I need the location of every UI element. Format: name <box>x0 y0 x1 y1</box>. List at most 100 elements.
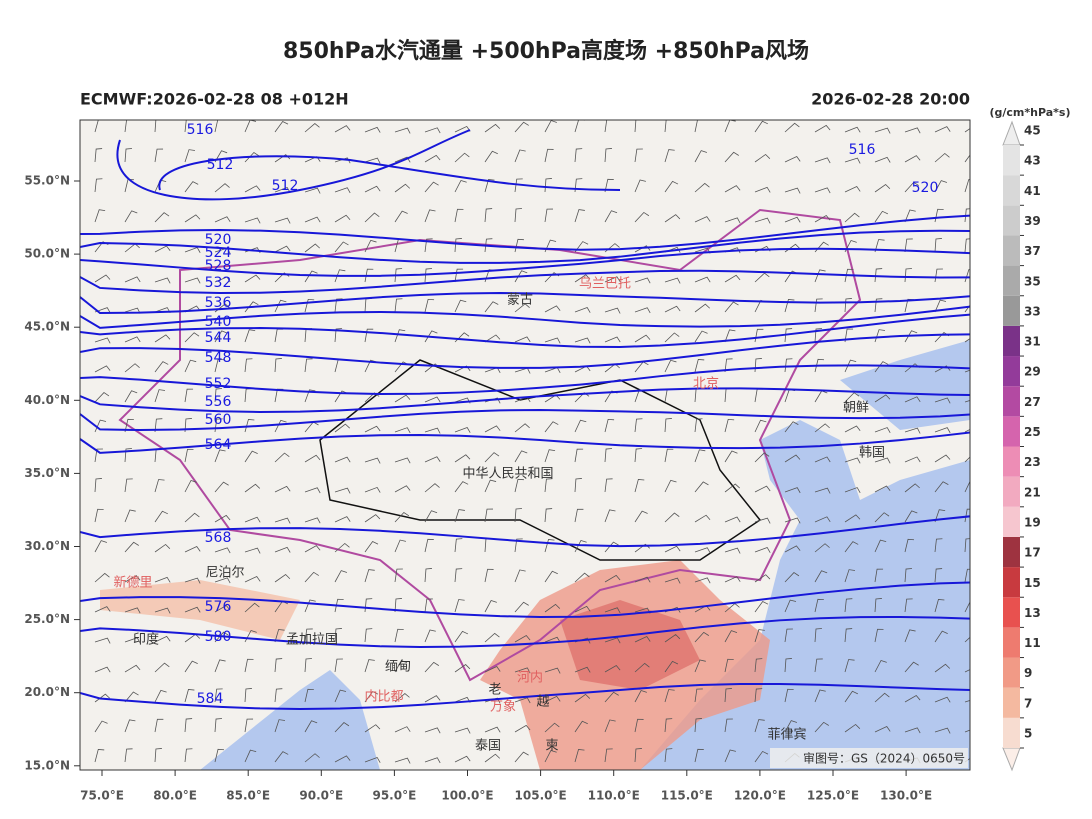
barb <box>334 423 351 433</box>
barb <box>784 216 801 223</box>
contour-label: 548 <box>205 350 232 366</box>
barb <box>484 508 494 523</box>
barb <box>694 182 710 193</box>
barb <box>754 629 765 643</box>
barb <box>724 483 740 493</box>
colorbar-extend <box>1002 747 1021 772</box>
barb <box>604 478 613 493</box>
barb <box>304 298 315 313</box>
barb <box>754 719 765 733</box>
barb <box>454 538 463 553</box>
barb <box>544 667 561 674</box>
barb <box>184 120 187 133</box>
place-label: 柬 <box>545 739 558 754</box>
barb <box>454 179 467 193</box>
barb <box>874 598 882 613</box>
contour-label: 528 <box>205 258 232 274</box>
barb <box>904 538 915 553</box>
barb <box>124 363 140 373</box>
barb <box>364 328 374 343</box>
barb <box>934 365 951 373</box>
lon-tick-label: 75.0°E <box>80 789 124 803</box>
barb <box>124 607 141 614</box>
contour-label: 556 <box>205 394 232 410</box>
colorbar-label: 23 <box>1024 455 1041 469</box>
place-label: 韩国 <box>859 446 885 461</box>
barb <box>874 298 883 313</box>
barb <box>334 241 349 253</box>
barb <box>154 245 171 253</box>
barb <box>514 178 523 193</box>
colorbar-label: 41 <box>1024 184 1041 198</box>
barb <box>154 607 171 614</box>
colorbar-segment <box>1003 175 1020 206</box>
barb <box>964 480 970 493</box>
barb <box>844 268 854 283</box>
place-label: 乌兰巴托 <box>579 276 631 292</box>
barb <box>454 238 462 253</box>
barb <box>154 662 170 673</box>
barb <box>244 483 261 493</box>
barb <box>544 120 557 133</box>
barb <box>724 718 733 733</box>
barb <box>664 214 681 223</box>
barb <box>634 148 643 163</box>
barb <box>274 245 291 253</box>
barb <box>304 487 321 494</box>
barb <box>784 688 794 703</box>
barb <box>514 508 523 523</box>
barb <box>304 216 321 223</box>
barb <box>784 122 800 133</box>
barb <box>694 449 706 463</box>
barb <box>634 690 647 703</box>
lat-tick-label: 45.0°N <box>24 320 70 334</box>
barb <box>424 568 432 583</box>
lon-tick-label: 100.0°E <box>441 789 493 803</box>
barb <box>904 155 921 163</box>
barb <box>124 541 139 553</box>
barb <box>754 658 763 673</box>
barb <box>304 389 316 403</box>
barb <box>424 456 441 463</box>
barb <box>244 274 261 283</box>
barb <box>814 658 823 673</box>
barb <box>484 208 493 223</box>
barb <box>694 276 711 283</box>
barb <box>214 358 225 373</box>
contour-label: 520 <box>205 232 232 248</box>
barb <box>844 659 855 673</box>
contour-label: 580 <box>205 629 232 645</box>
barb <box>784 328 793 343</box>
barb <box>754 601 769 613</box>
barb <box>604 210 618 223</box>
barb <box>754 517 771 524</box>
barb <box>364 724 381 733</box>
barb <box>754 750 769 763</box>
barb <box>154 576 171 583</box>
barb <box>394 660 408 673</box>
barb <box>784 658 792 673</box>
colorbar-label: 5 <box>1024 727 1032 741</box>
contour-line <box>80 333 970 369</box>
barb <box>604 336 621 343</box>
place-label: 中华人民共和国 <box>462 467 553 482</box>
barb <box>334 722 350 733</box>
barb <box>304 358 313 373</box>
barb <box>694 418 703 433</box>
barb <box>214 659 226 673</box>
colorbar-label: 21 <box>1024 485 1041 499</box>
contour-label: 552 <box>205 376 232 392</box>
barb <box>334 570 348 583</box>
barb <box>214 547 231 554</box>
barb <box>634 662 650 673</box>
barb <box>304 123 320 133</box>
contour-label: 564 <box>205 437 232 453</box>
barb <box>394 693 410 703</box>
colorbar-segment <box>1003 416 1020 447</box>
barb <box>694 150 708 163</box>
barb <box>574 419 587 433</box>
barb <box>544 478 553 493</box>
barb <box>364 157 381 164</box>
barb <box>124 575 141 583</box>
barb <box>664 149 675 163</box>
